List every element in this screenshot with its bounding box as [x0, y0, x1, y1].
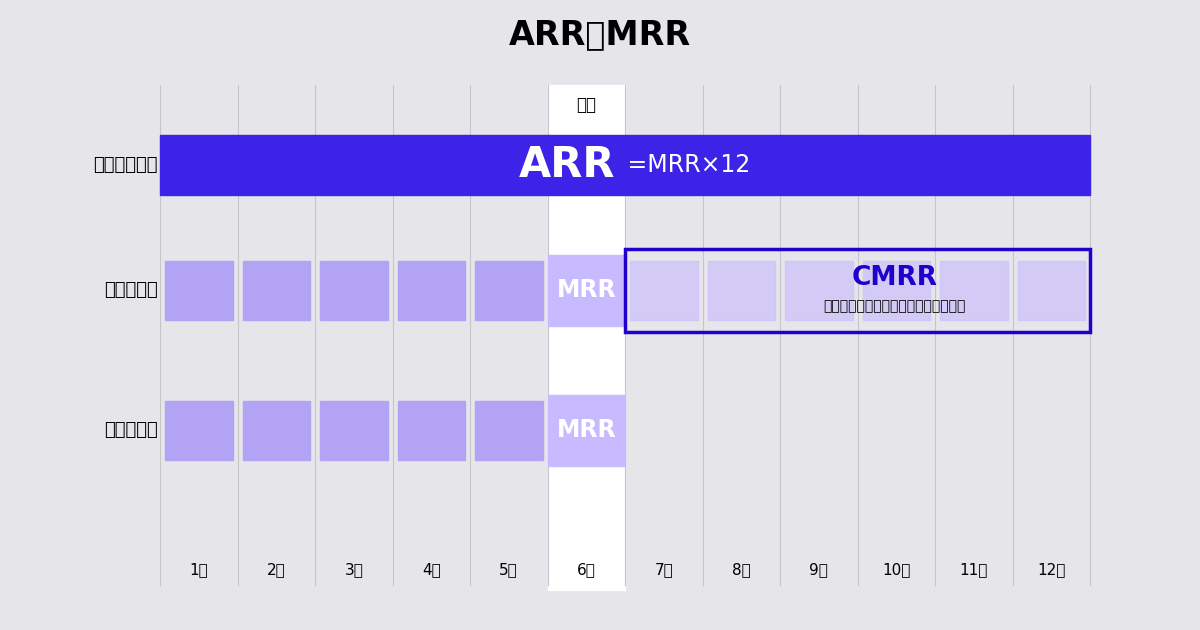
Text: 4月: 4月: [422, 563, 440, 578]
Bar: [625, 248, 1090, 331]
Text: 8月: 8月: [732, 563, 751, 578]
Text: MRR: MRR: [557, 278, 616, 302]
Bar: [397, 401, 466, 459]
Bar: [863, 260, 930, 319]
Text: 月額プラン: 月額プラン: [104, 421, 158, 439]
Text: 当月: 当月: [576, 96, 596, 114]
Bar: [708, 260, 775, 319]
Bar: [475, 260, 542, 319]
Bar: [397, 260, 466, 319]
Bar: [242, 401, 310, 459]
Text: 12月: 12月: [1037, 563, 1066, 578]
Text: =MRR×12: =MRR×12: [620, 153, 750, 177]
Bar: [242, 260, 310, 319]
Text: 7月: 7月: [654, 563, 673, 578]
Bar: [547, 85, 625, 590]
Bar: [475, 401, 542, 459]
Text: 6月: 6月: [577, 563, 595, 578]
Bar: [940, 260, 1008, 319]
Bar: [547, 394, 625, 466]
Bar: [166, 401, 233, 459]
Bar: [166, 260, 233, 319]
Text: 年間経常収益: 年間経常収益: [94, 156, 158, 174]
Text: 3月: 3月: [344, 563, 364, 578]
Text: CMRR: CMRR: [852, 265, 937, 291]
Text: 10月: 10月: [882, 563, 911, 578]
Bar: [320, 401, 388, 459]
Bar: [547, 255, 625, 326]
Bar: [630, 260, 697, 319]
Bar: [785, 260, 852, 319]
Text: 2月: 2月: [266, 563, 286, 578]
Text: ARR: ARR: [518, 144, 616, 186]
Text: 11月: 11月: [960, 563, 988, 578]
Text: 将来的に受け取ることが決まった収益: 将来的に受け取ることが決まった収益: [823, 299, 966, 313]
Bar: [320, 260, 388, 319]
Text: MRR: MRR: [557, 418, 616, 442]
Text: 年額プラン: 年額プラン: [104, 281, 158, 299]
Bar: [1018, 260, 1085, 319]
Text: 1月: 1月: [190, 563, 208, 578]
Text: 5月: 5月: [499, 563, 518, 578]
Bar: [160, 135, 1090, 195]
Text: 9月: 9月: [809, 563, 828, 578]
Text: ARRとMRR: ARRとMRR: [509, 18, 691, 52]
